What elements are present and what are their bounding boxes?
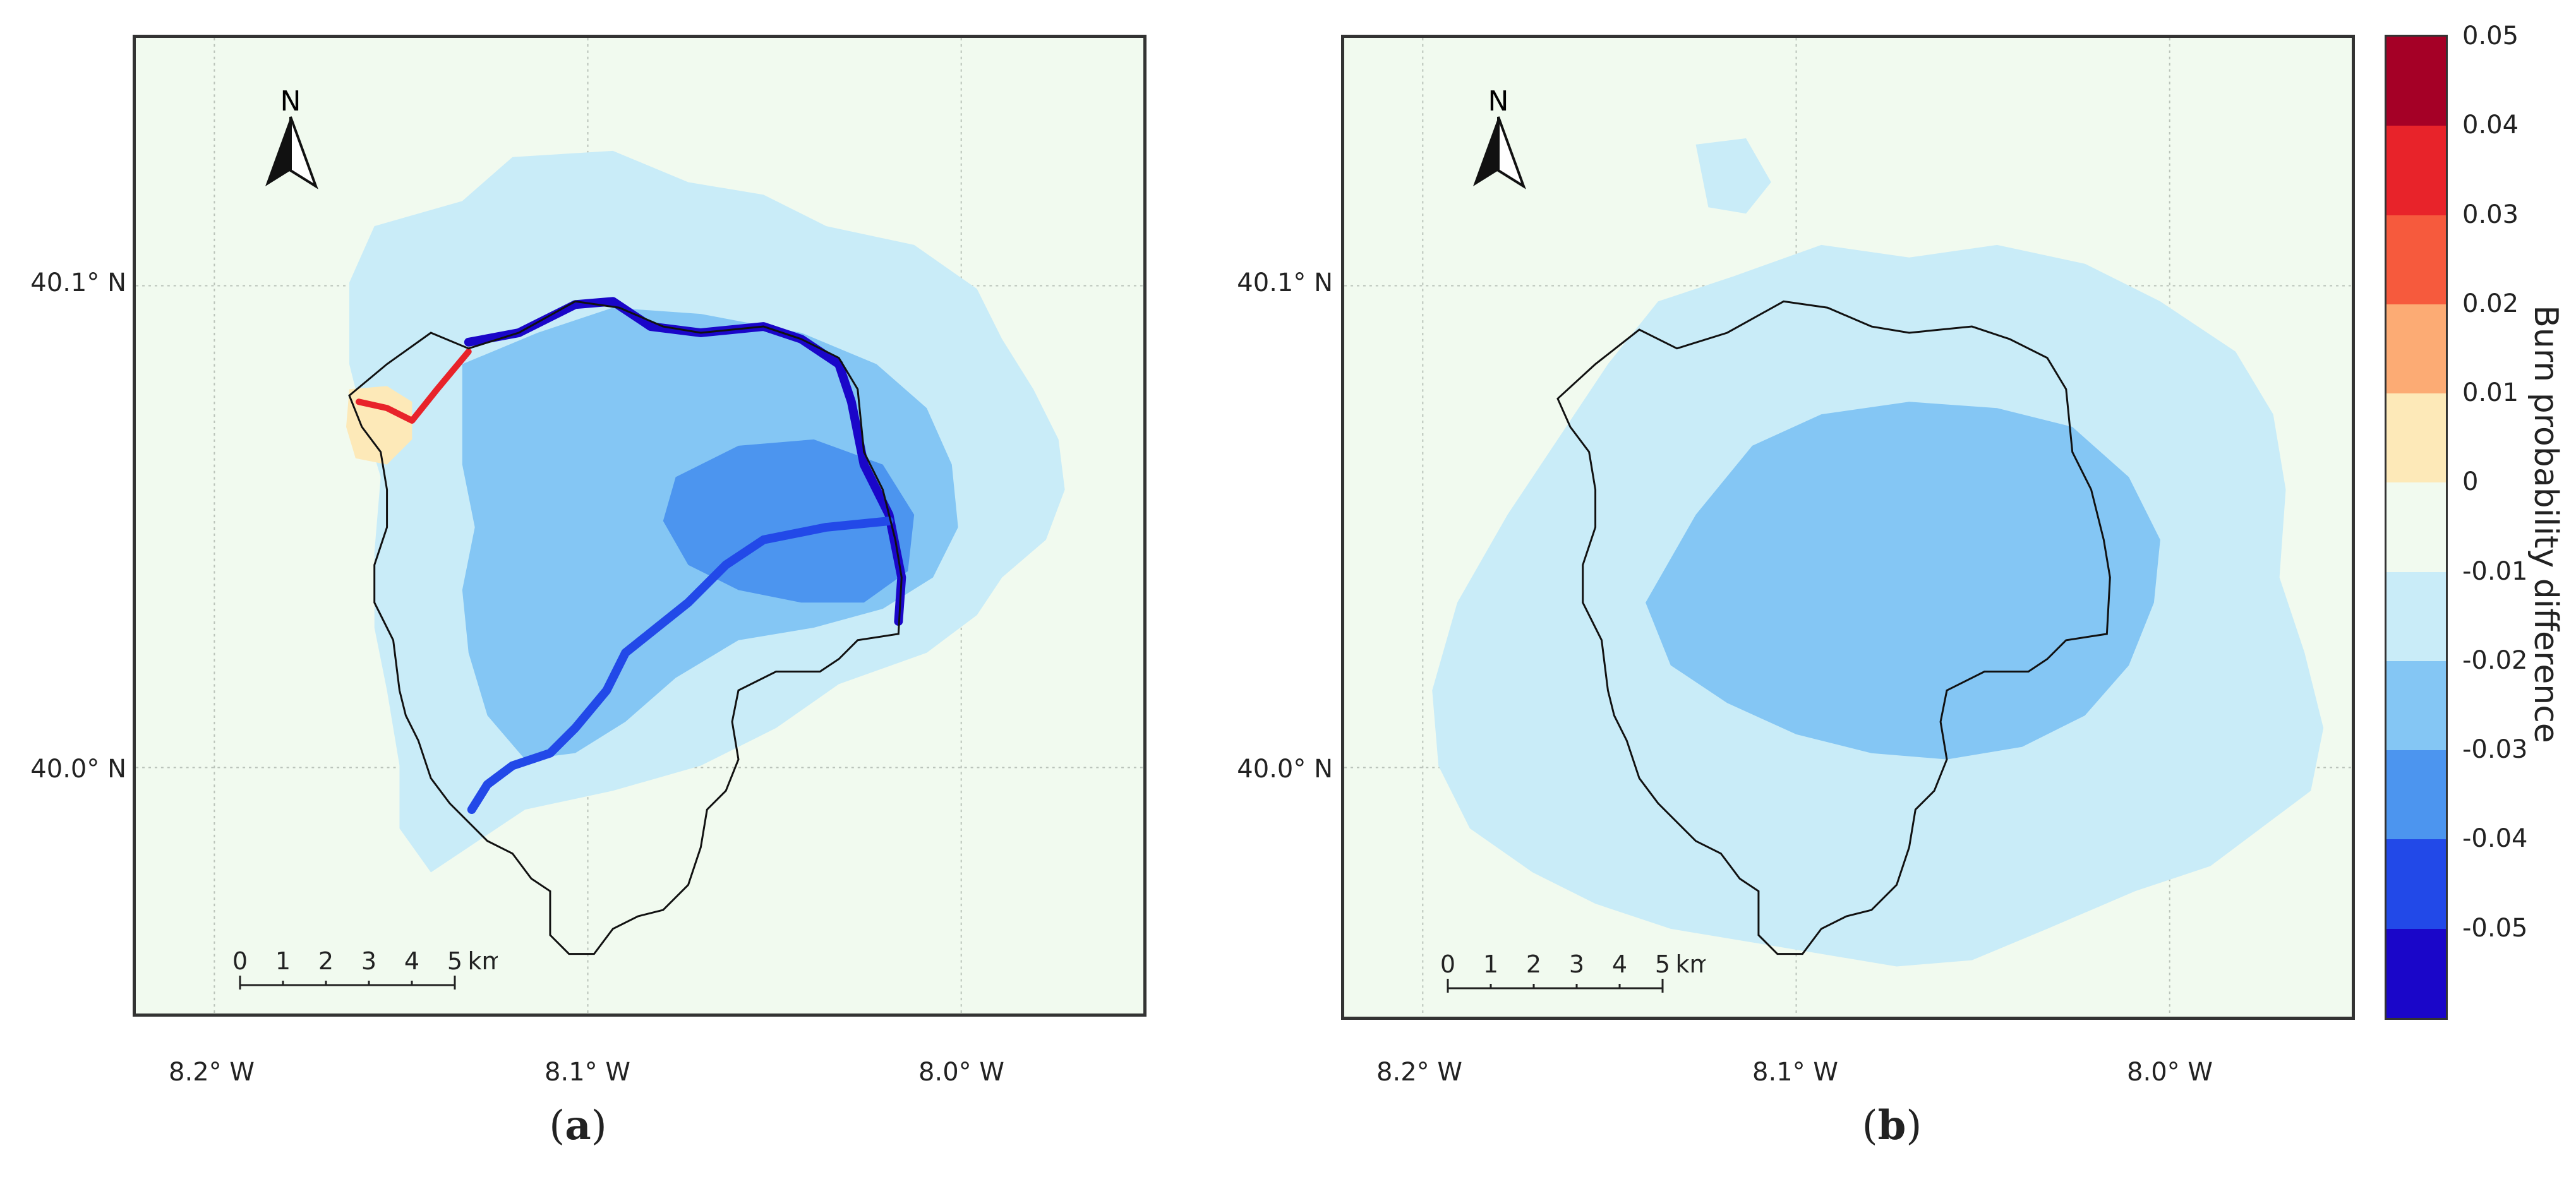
north-label-b: N (1488, 85, 1509, 117)
colorbar-tick-1: 0.04 (2462, 111, 2519, 140)
colorbar-tick-8: -0.03 (2462, 735, 2528, 765)
colorbar-title: Burn probability difference (2527, 305, 2565, 743)
colorbar-segment-7 (2386, 661, 2446, 751)
scale-tick-1-a: 1 (275, 947, 291, 975)
north-arrow-a: N (259, 82, 322, 189)
colorbar-segment-1 (2386, 126, 2446, 215)
north-arrow-b: N (1467, 82, 1530, 189)
scale-tick-3-b: 3 (1569, 950, 1584, 978)
colorbar-tick-3: 0.02 (2462, 289, 2519, 318)
scale-tick-4-a: 4 (404, 947, 419, 975)
scale-tick-3-a: 3 (361, 947, 376, 975)
difference-zone-006 (1695, 138, 1771, 214)
colorbar-tick-4: 0.01 (2462, 378, 2519, 408)
scale-tick-0-b: 0 (1440, 950, 1455, 978)
scale-tick-5-a: 5 (447, 947, 462, 975)
colorbar-tick-6: -0.01 (2462, 556, 2528, 586)
lat-label-a-1: 40.0° N (30, 755, 126, 784)
firebreak-line-003 (355, 348, 472, 424)
map-panel-a (133, 35, 1147, 1017)
scale-unit-a: km (467, 947, 498, 975)
colorbar-tick-9: -0.04 (2462, 824, 2528, 854)
colorbar-segment-5 (2386, 482, 2446, 572)
colorbar-tick-7: -0.02 (2462, 645, 2528, 675)
colorbar-segment-6 (2386, 571, 2446, 661)
caption-b: (b) (1862, 1102, 1922, 1149)
scale-tick-2-a: 2 (318, 947, 334, 975)
scale-tick-1-b: 1 (1483, 950, 1498, 978)
colorbar-tick-0: 0.05 (2462, 21, 2519, 51)
scale-tick-5-b: 5 (1655, 950, 1670, 978)
colorbar-segment-4 (2386, 393, 2446, 483)
lon-label-b-0: 8.2° W (1376, 1058, 1462, 1087)
colorbar-segment-8 (2386, 750, 2446, 840)
colorbar-segment-9 (2386, 839, 2446, 929)
burn-difference-map-b (1344, 38, 2352, 1017)
scale-tick-2-b: 2 (1526, 950, 1541, 978)
colorbar-segment-3 (2386, 304, 2446, 394)
lat-label-a-0: 40.1° N (30, 268, 126, 297)
scale-bar-a: 0 1 2 3 4 5 km (232, 944, 505, 995)
burn-difference-map-a (136, 38, 1143, 1014)
study-area-boundary-b (1556, 300, 2111, 955)
lon-label-a-1: 8.1° W (545, 1058, 630, 1087)
lat-label-b-1: 40.0° N (1237, 755, 1333, 784)
colorbar-tick-2: 0.03 (2462, 200, 2519, 229)
colorbar-tick-10: -0.05 (2462, 913, 2528, 943)
lon-label-b-1: 8.1° W (1752, 1058, 1838, 1087)
scale-unit-b: km (1675, 950, 1706, 978)
caption-a: (a) (549, 1102, 607, 1149)
lon-label-b-2: 8.0° W (2127, 1058, 2213, 1087)
lon-label-a-2: 8.0° W (918, 1058, 1004, 1087)
lat-label-b-0: 40.1° N (1237, 268, 1333, 297)
colorbar-segment-10 (2386, 928, 2446, 1018)
north-label-a: N (280, 85, 301, 117)
study-area-boundary-a (348, 300, 903, 955)
colorbar-segment-0 (2386, 37, 2446, 126)
firebreak-line-002 (467, 517, 894, 815)
scale-tick-4-b: 4 (1612, 950, 1627, 978)
map-panel-b (1341, 35, 2355, 1020)
scale-tick-0-a: 0 (232, 947, 248, 975)
lon-label-a-0: 8.2° W (169, 1058, 255, 1087)
colorbar-tick-5: 0 (2462, 467, 2479, 497)
colorbar (2385, 35, 2448, 1020)
scale-bar-b: 0 1 2 3 4 5 km (1440, 947, 1713, 998)
colorbar-segment-2 (2386, 215, 2446, 304)
